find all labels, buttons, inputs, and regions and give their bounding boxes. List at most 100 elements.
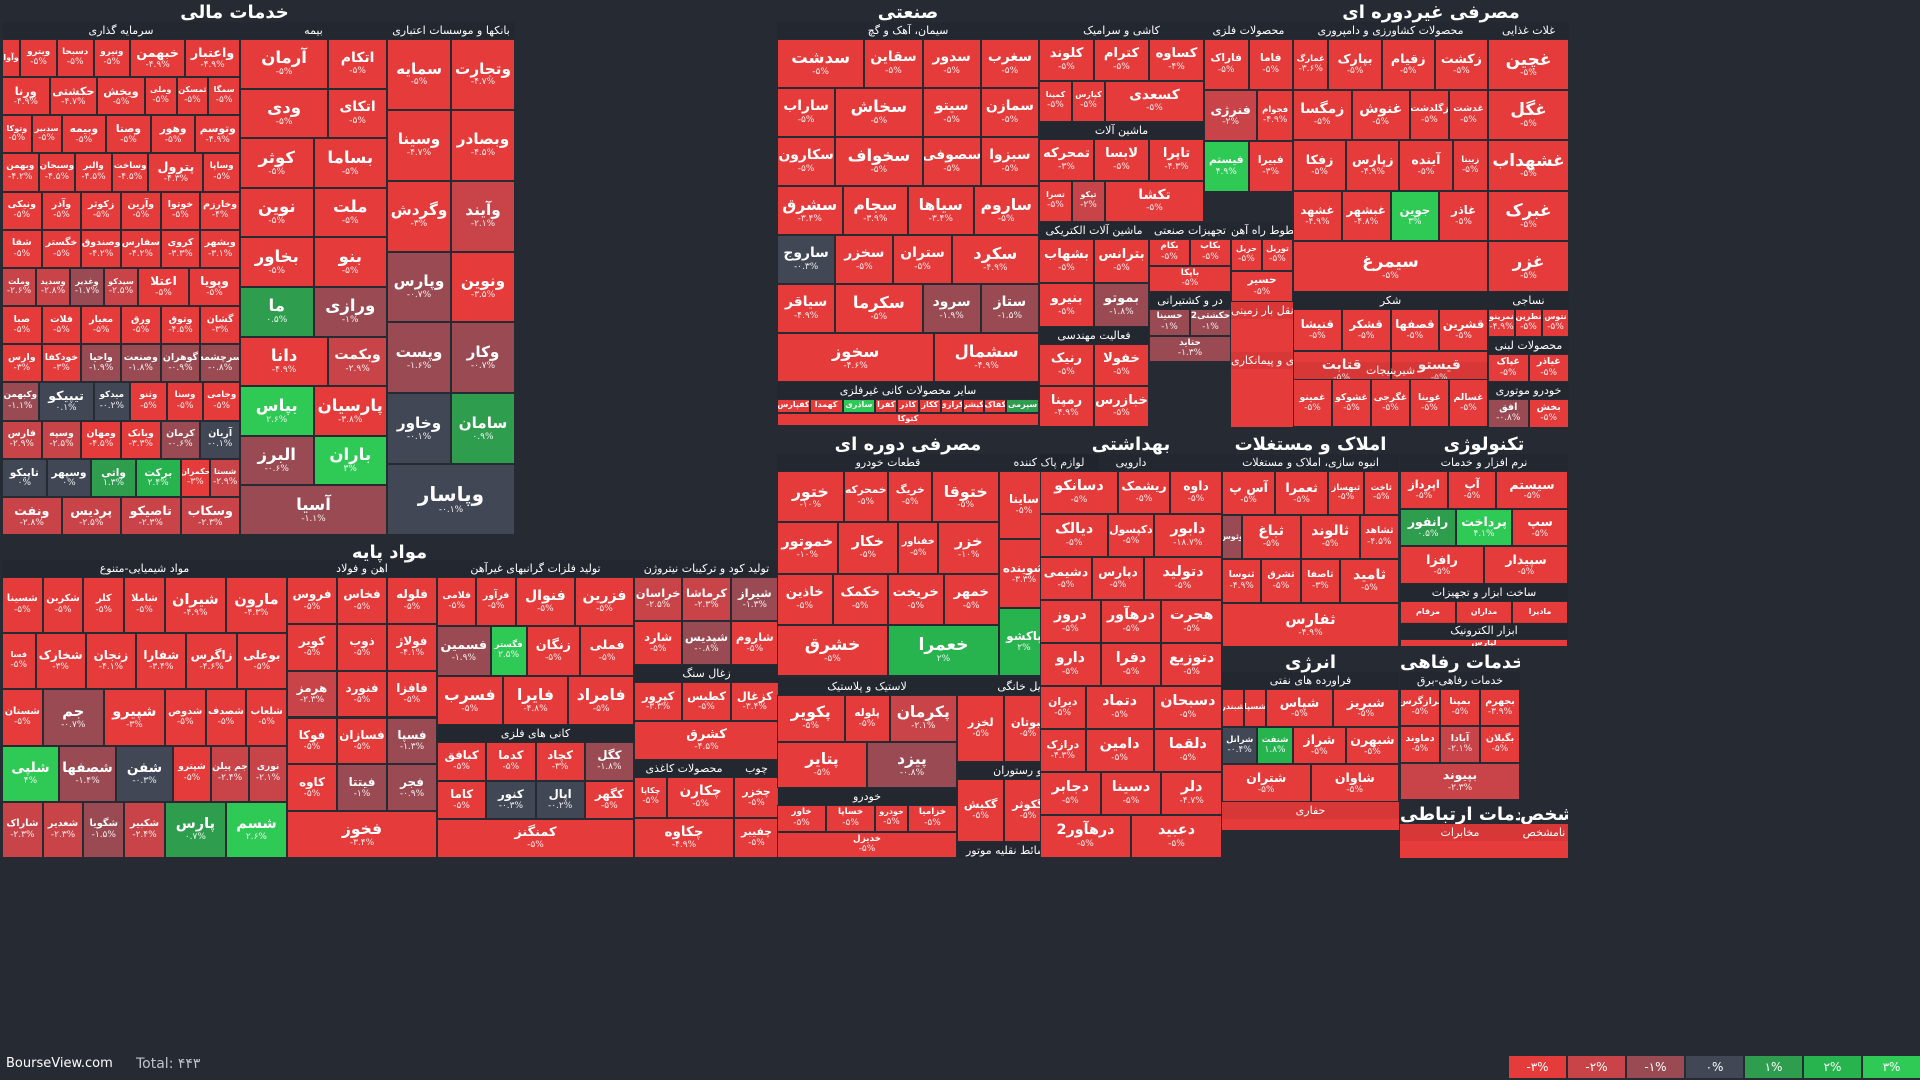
stock-tile[interactable]: نطرین -۵% [1515,309,1542,337]
stock-tile[interactable]: خموتور -۱۰% [777,522,838,574]
stock-tile[interactable]: بساما -۵% [313,138,387,188]
stock-tile[interactable]: کهمدا [809,399,843,413]
stock-tile[interactable]: ختور -۱۰% [777,471,844,523]
stock-tile[interactable]: زبینا -۵% [1452,140,1488,191]
stock-tile[interactable]: خفولا -۵% [1094,344,1149,386]
stock-tile[interactable]: کفاک [984,399,1007,413]
stock-tile[interactable]: سکارون -۵% [777,137,836,186]
stock-tile[interactable]: سصوفی -۵% [922,137,981,186]
stock-tile[interactable]: دتولید -۵% [1144,557,1222,600]
site-brand[interactable]: BourseView.com [6,1056,113,1071]
stock-tile[interactable]: سدشت -۵% [777,39,865,88]
stock-tile[interactable]: شارد -۵% [634,621,683,665]
stock-tile[interactable]: زمگسا -۵% [1293,89,1352,141]
stock-tile[interactable]: شصفها -۱.۴% [59,745,116,802]
stock-tile[interactable]: ثفارس -۴.۹% [1222,603,1399,647]
stock-tile[interactable]: ریشمک -۵% [1118,471,1170,514]
stock-tile[interactable]: فامراد -۵% [568,675,634,725]
stock-tile[interactable]: فجوام -۴.۹% [1257,90,1293,141]
stock-tile[interactable]: بکام -۵% [1149,239,1190,266]
stock-tile[interactable]: تمحرکه -۳% [1039,139,1094,181]
stock-tile[interactable]: ککاز [918,399,941,413]
stock-tile[interactable]: شبریز -۵% [1332,689,1399,727]
stock-tile[interactable]: آپ -۵% [1448,471,1496,509]
stock-tile[interactable]: وتجارت -۴.۷% [451,39,515,110]
stock-tile[interactable]: کرماشا -۲.۳% [682,577,731,621]
stock-tile[interactable]: شصدف -۵% [205,689,247,746]
stock-tile[interactable]: غشهداب -۵% [1488,140,1569,191]
stock-tile[interactable]: سبزوا -۵% [980,137,1039,186]
stock-tile[interactable]: وآرین -۵% [121,191,161,230]
stock-tile[interactable]: خمهر -۵% [943,573,999,625]
stock-tile[interactable]: ساذری [842,399,876,413]
stock-tile[interactable]: غدشت -۵% [1449,89,1488,141]
stock-tile[interactable]: دلقما -۵% [1153,729,1222,772]
stock-tile[interactable]: ما ۰.۵% [240,287,314,337]
stock-tile[interactable]: فارس -۲.۹% [2,420,42,459]
stock-tile[interactable]: زفکا -۵% [1293,140,1347,191]
stock-tile[interactable]: شستا -۲.۹% [210,458,240,497]
stock-tile[interactable]: برازگرس -۵% [1400,689,1440,726]
stock-tile[interactable]: کگل -۱.۸% [584,742,634,781]
stock-tile[interactable]: قشکر -۵% [1341,309,1391,351]
stock-tile[interactable]: کنور -۰.۳% [486,780,536,820]
stock-tile[interactable]: وبکمت -۲.۹% [328,336,387,387]
stock-tile[interactable]: کرازی [940,399,963,413]
stock-tile[interactable]: شفن -۰.۳% [116,745,173,802]
stock-tile[interactable]: سپرمی [1006,399,1039,413]
stock-tile[interactable]: خمحرکه -۵% [843,471,888,523]
stock-tile[interactable]: ونوین -۳.۵% [451,251,515,323]
stock-tile[interactable]: شفا -۵% [2,229,42,268]
stock-tile[interactable]: درهآور2 -۵% [1040,815,1131,858]
stock-tile[interactable]: شاوان -۵% [1310,764,1399,802]
stock-tile[interactable]: سفارس -۴.۲% [121,229,161,268]
stock-tile[interactable]: شپترو -۵% [173,745,211,802]
stock-tile[interactable]: کروی -۳.۳% [160,229,201,268]
stock-tile[interactable]: سمگا -۵% [208,77,240,116]
stock-tile[interactable]: شتران -۵% [1222,764,1311,802]
stock-tile[interactable]: وآوا [2,39,21,78]
stock-tile[interactable]: فسازان -۵% [337,717,387,765]
stock-tile[interactable]: اپال -۰.۲% [535,780,585,820]
stock-tile[interactable]: فنوال -۵% [515,577,575,627]
stock-tile[interactable]: فاراک -۵% [1204,39,1249,90]
stock-tile[interactable]: غسالم -۵% [1449,379,1488,427]
stock-tile[interactable]: بترانس -۵% [1094,239,1149,283]
stock-tile[interactable]: وهور -۵% [150,115,196,154]
stock-tile[interactable]: شلپی ۴% [2,745,59,802]
stock-tile[interactable]: خوتوا -۵% [160,191,201,230]
stock-tile[interactable]: وساخت -۴.۵% [111,153,149,192]
stock-tile[interactable]: خریگ -۵% [888,471,933,523]
stock-tile[interactable]: شیران -۴.۹% [164,577,226,634]
stock-tile[interactable]: غچین -۵% [1488,39,1569,90]
stock-tile[interactable]: بخش -۵% [1528,399,1569,428]
stock-tile[interactable]: خودرو -۵% [875,805,908,832]
stock-tile[interactable]: کلوند -۵% [1039,39,1094,81]
stock-tile[interactable]: وتوکا -۵% [2,115,32,154]
stock-tile[interactable]: کشرق -۴.۵% [634,721,779,760]
stock-tile[interactable]: آرمان -۵% [240,39,329,89]
stock-tile[interactable]: وجامی -۵% [203,382,240,421]
stock-tile[interactable]: هرمز -۲.۳% [287,670,337,718]
stock-tile[interactable]: ویترو -۵% [20,39,57,78]
stock-tile[interactable]: سشرق -۳.۴% [777,186,843,235]
stock-tile[interactable]: وتوق -۴.۵% [160,306,201,345]
stock-tile[interactable]: سدبیر -۵% [31,115,62,154]
stock-tile[interactable]: صبا -۵% [2,306,42,345]
stock-tile[interactable]: سمازن -۵% [980,88,1039,137]
stock-tile[interactable]: غزر -۵% [1488,241,1569,292]
stock-tile[interactable]: شراز -۵% [1292,726,1346,765]
stock-tile[interactable]: ثالوند -۵% [1300,515,1360,559]
stock-tile[interactable]: ثمسکن -۵% [176,77,209,116]
stock-tile[interactable]: شکبیر -۲.۴% [124,801,165,858]
stock-tile[interactable]: خاور -۵% [777,805,827,832]
stock-tile[interactable]: وخارزم -۴% [200,191,240,230]
stock-tile[interactable]: پیزد -۰.۸% [867,741,957,788]
stock-tile[interactable]: سپیدار -۵% [1484,546,1568,584]
stock-tile[interactable]: ختوقا -۵% [932,471,999,523]
stock-tile[interactable]: زکشت -۵% [1434,39,1488,90]
stock-tile[interactable]: خودکفا -۳% [41,344,82,383]
stock-tile[interactable]: شاروم -۵% [730,621,779,665]
stock-tile[interactable]: شسینا -۵% [2,577,43,634]
stock-tile[interactable]: نوری -۲.۱% [249,745,287,802]
